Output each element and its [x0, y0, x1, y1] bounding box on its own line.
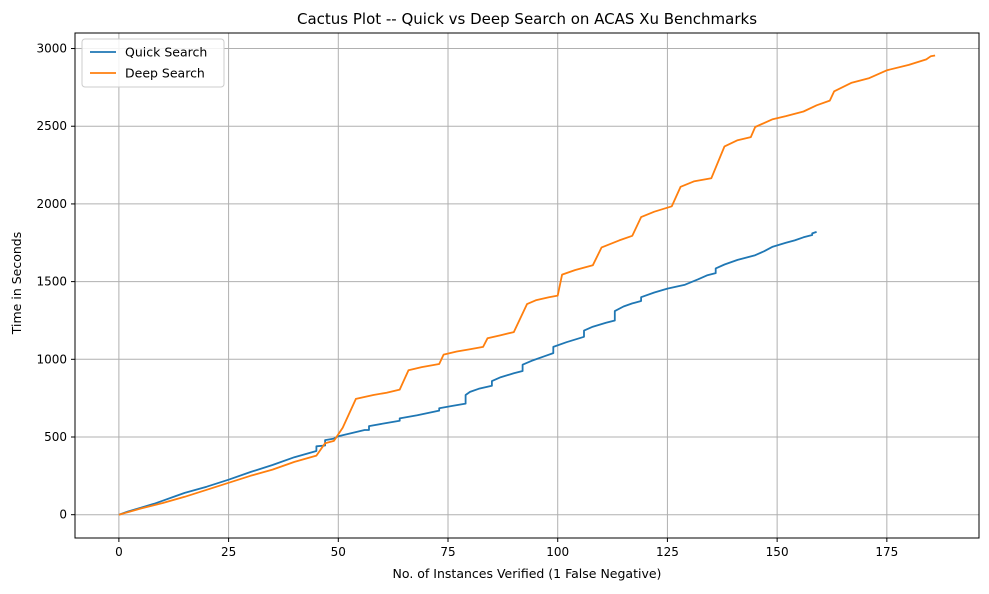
legend: Quick Search Deep Search [81, 38, 225, 88]
y-tick-label: 2000 [36, 197, 67, 211]
series-line-quick-search [118, 231, 817, 516]
series-layer [118, 54, 936, 516]
y-tick-label: 1500 [36, 275, 67, 289]
plot-frame [74, 32, 980, 539]
y-tick-label: 500 [44, 430, 67, 444]
legend-label: Deep Search [125, 66, 205, 81]
legend-label: Quick Search [125, 45, 207, 60]
x-tick-label: 175 [875, 545, 898, 559]
x-tick-label: 100 [546, 545, 569, 559]
x-tick-label: 75 [440, 545, 455, 559]
y-tick-label: 2500 [36, 119, 67, 133]
series-line-deep-search [118, 54, 936, 516]
x-tick-label: 50 [331, 545, 346, 559]
y-axis-label: Time in Seconds [9, 232, 24, 335]
x-tick-label: 150 [766, 545, 789, 559]
x-axis-label: No. of Instances Verified (1 False Negat… [393, 566, 662, 581]
x-tick-label: 125 [656, 545, 679, 559]
legend-box [81, 38, 225, 88]
y-tick-label: 3000 [36, 42, 67, 56]
x-tick-label: 0 [115, 545, 123, 559]
y-tick-label: 0 [59, 508, 67, 522]
grid-layer [75, 33, 979, 538]
y-tick-label: 1000 [36, 352, 67, 366]
chart-title: Cactus Plot -- Quick vs Deep Search on A… [297, 10, 757, 28]
x-tick-label: 25 [221, 545, 236, 559]
tick-layer: 0 25 50 75 100 125 150 175 0 500 1000 1500 2000 2500 3… [36, 42, 898, 559]
